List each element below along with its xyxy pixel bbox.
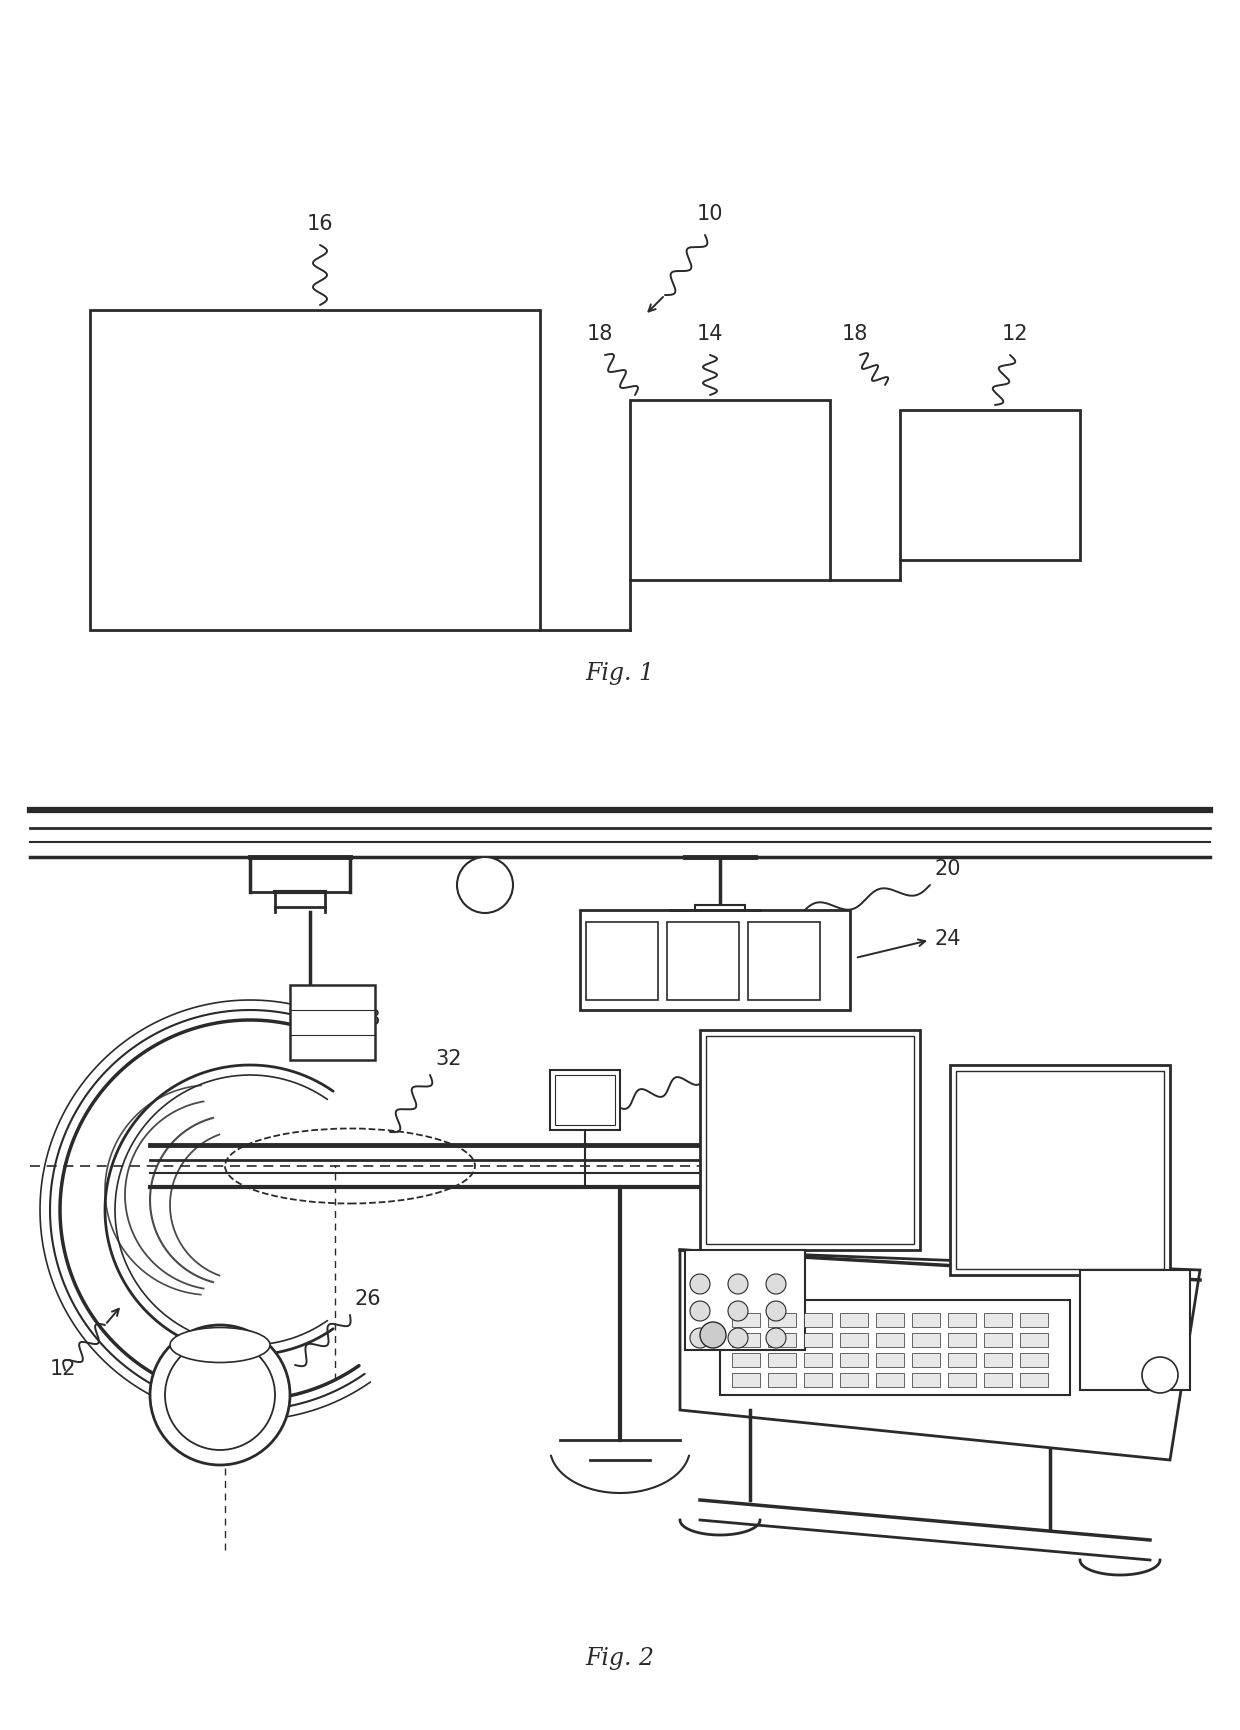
Text: Fig. 2: Fig. 2	[585, 1647, 655, 1669]
Bar	[1021, 1353, 1048, 1367]
Bar	[551, 1069, 620, 1130]
Bar	[949, 1374, 976, 1387]
Bar	[91, 310, 539, 630]
Ellipse shape	[170, 1327, 270, 1363]
Text: Fig. 1: Fig. 1	[585, 663, 655, 685]
Bar	[804, 1334, 832, 1348]
Text: 20: 20	[935, 860, 961, 879]
Bar	[732, 1353, 760, 1367]
Bar	[684, 1251, 805, 1349]
Text: 12: 12	[50, 1360, 77, 1379]
Text: 24: 24	[935, 929, 961, 950]
Circle shape	[701, 1322, 725, 1348]
Circle shape	[766, 1329, 786, 1348]
Bar	[701, 1029, 920, 1251]
Bar	[580, 910, 849, 1010]
Bar	[985, 1353, 1012, 1367]
Bar	[900, 410, 1080, 561]
Bar	[290, 984, 374, 1060]
Bar	[956, 1071, 1164, 1270]
Bar	[804, 1374, 832, 1387]
Text: 10: 10	[697, 204, 723, 223]
Text: 28: 28	[355, 1009, 382, 1029]
Bar	[804, 1353, 832, 1367]
Bar	[768, 1353, 796, 1367]
Bar	[694, 905, 745, 927]
Bar	[768, 1374, 796, 1387]
Bar	[732, 1313, 760, 1327]
Bar	[1021, 1334, 1048, 1348]
Circle shape	[689, 1273, 711, 1294]
Bar	[985, 1313, 1012, 1327]
Text: 18: 18	[842, 324, 868, 344]
Bar	[587, 922, 658, 1000]
Text: 16: 16	[306, 215, 334, 234]
Bar	[949, 1313, 976, 1327]
Bar	[875, 1353, 904, 1367]
Text: 12: 12	[1002, 324, 1028, 344]
Bar	[839, 1353, 868, 1367]
Circle shape	[728, 1273, 748, 1294]
Text: 30: 30	[711, 1048, 737, 1069]
Circle shape	[689, 1301, 711, 1322]
Circle shape	[766, 1301, 786, 1322]
Bar	[748, 922, 820, 1000]
Bar	[875, 1374, 904, 1387]
Bar	[911, 1353, 940, 1367]
Bar	[949, 1353, 976, 1367]
Bar	[768, 1334, 796, 1348]
Bar	[556, 1074, 615, 1124]
Bar	[985, 1374, 1012, 1387]
Bar	[839, 1374, 868, 1387]
Bar	[911, 1374, 940, 1387]
Bar	[911, 1313, 940, 1327]
Bar	[949, 1334, 976, 1348]
Circle shape	[150, 1325, 290, 1465]
Bar	[630, 400, 830, 580]
Bar	[1021, 1313, 1048, 1327]
Bar	[985, 1334, 1012, 1348]
Bar	[768, 1313, 796, 1327]
Bar	[706, 1036, 914, 1244]
Bar	[839, 1334, 868, 1348]
Circle shape	[728, 1301, 748, 1322]
Circle shape	[458, 856, 513, 913]
Text: 32: 32	[435, 1048, 461, 1069]
Text: 26: 26	[355, 1289, 382, 1310]
Bar	[839, 1313, 868, 1327]
Bar	[804, 1313, 832, 1327]
Bar	[1080, 1270, 1190, 1389]
Bar	[732, 1334, 760, 1348]
Bar	[667, 922, 739, 1000]
Circle shape	[728, 1329, 748, 1348]
Bar	[875, 1334, 904, 1348]
Circle shape	[165, 1341, 275, 1450]
Circle shape	[689, 1329, 711, 1348]
Text: 18: 18	[587, 324, 614, 344]
Bar	[875, 1313, 904, 1327]
Bar	[732, 1374, 760, 1387]
Bar	[911, 1334, 940, 1348]
Circle shape	[766, 1273, 786, 1294]
Bar	[720, 1299, 1070, 1394]
Bar	[1021, 1374, 1048, 1387]
Circle shape	[1142, 1356, 1178, 1393]
Bar	[950, 1066, 1171, 1275]
Text: 14: 14	[697, 324, 723, 344]
